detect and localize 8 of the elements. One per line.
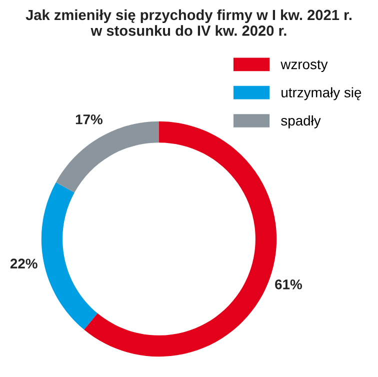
legend-label: utrzymały się (282, 87, 362, 100)
donut-slice (41, 182, 98, 330)
data-label: 22% (10, 258, 38, 268)
chart-title: Jak zmieniły się przychody firmy w I kw. 2021 r. w stosunku do IV kw. 2020 r. (26, 9, 352, 36)
legend-label: spadły (281, 115, 321, 128)
data-label: 17% (76, 114, 102, 124)
legend-label: wzrosty (280, 60, 328, 72)
data-label: 61% (275, 280, 302, 290)
